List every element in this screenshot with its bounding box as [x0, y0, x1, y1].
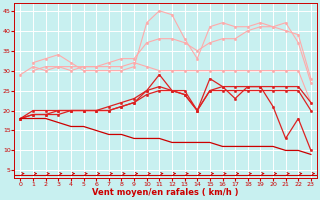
X-axis label: Vent moyen/en rafales ( km/h ): Vent moyen/en rafales ( km/h )	[92, 188, 239, 197]
